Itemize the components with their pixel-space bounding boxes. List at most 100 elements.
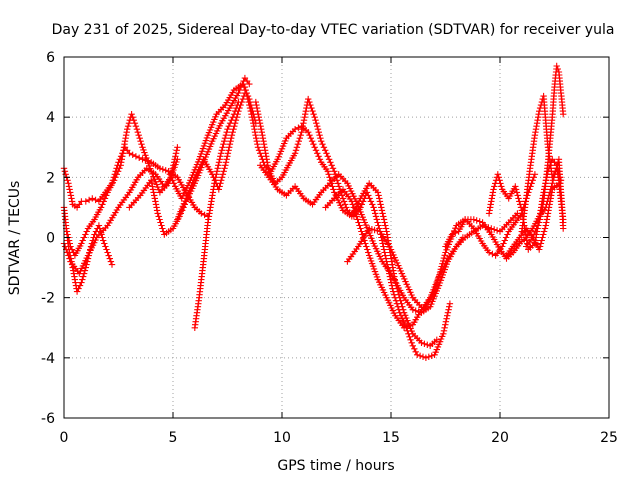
data-point <box>253 138 260 145</box>
data-point <box>151 195 158 202</box>
data-point <box>156 216 163 223</box>
data-point <box>369 201 376 208</box>
data-point <box>235 108 242 115</box>
data-point <box>405 330 412 337</box>
data-point <box>282 137 289 145</box>
data-point <box>442 321 449 328</box>
data-point <box>246 104 254 112</box>
data-point <box>407 289 414 296</box>
data-point <box>153 207 161 214</box>
data-point <box>174 216 181 223</box>
data-point <box>253 135 260 142</box>
data-point <box>371 207 378 214</box>
data-point <box>177 208 184 215</box>
data-point <box>323 150 330 157</box>
data-point <box>132 153 140 160</box>
data-point <box>407 336 414 343</box>
data-point <box>169 177 176 184</box>
data-point <box>170 162 177 169</box>
x-axis-title: GPS time / hours <box>277 458 394 474</box>
data-point <box>411 345 418 352</box>
data-point <box>403 281 410 288</box>
data-point <box>310 141 317 148</box>
data-point <box>362 240 369 247</box>
data-point <box>68 246 76 253</box>
data-point <box>218 177 225 184</box>
data-point <box>372 210 379 217</box>
y-tick-label: -4 <box>41 351 55 367</box>
data-point <box>328 162 335 169</box>
data-point <box>68 195 75 202</box>
data-point <box>68 198 76 205</box>
data-point <box>437 266 444 273</box>
data-point <box>228 132 236 139</box>
data-point <box>230 126 237 133</box>
data-point <box>487 201 494 208</box>
data-point <box>440 330 447 337</box>
data-point <box>129 114 136 121</box>
data-point <box>218 147 225 154</box>
data-point <box>296 135 303 142</box>
data-point <box>106 255 113 262</box>
data-point <box>549 180 556 187</box>
data-point <box>549 177 557 184</box>
data-point <box>222 132 230 139</box>
series-trace-17 <box>523 62 567 250</box>
data-point <box>210 174 217 181</box>
data-point <box>131 120 139 127</box>
data-point <box>433 282 440 290</box>
data-point <box>440 327 448 334</box>
data-point <box>79 276 86 283</box>
data-point <box>348 198 355 205</box>
data-point <box>297 132 304 139</box>
data-point <box>294 141 302 148</box>
data-point <box>383 228 390 235</box>
data-point <box>536 246 543 253</box>
data-point <box>170 159 178 166</box>
data-point <box>376 195 383 202</box>
data-point <box>206 126 214 134</box>
data-point <box>129 151 136 158</box>
data-point <box>226 141 234 148</box>
data-point <box>226 144 233 151</box>
series-trace-18 <box>503 180 567 259</box>
data-point <box>366 225 373 232</box>
data-point <box>310 111 317 118</box>
data-point <box>118 159 125 166</box>
data-point <box>242 86 249 94</box>
data-point <box>100 198 107 205</box>
data-point <box>121 138 129 145</box>
data-point <box>243 92 251 100</box>
data-point <box>318 138 325 145</box>
data-point <box>103 192 110 199</box>
data-point <box>65 237 73 244</box>
data-point <box>545 204 553 211</box>
data-point <box>488 195 495 202</box>
data-point <box>311 114 318 121</box>
data-point <box>202 137 210 144</box>
data-point <box>150 189 157 196</box>
data-point <box>307 135 314 142</box>
data-point <box>223 129 230 136</box>
series-trace-8 <box>174 89 249 223</box>
data-point <box>352 210 359 217</box>
data-point <box>89 195 96 202</box>
data-point <box>134 129 141 136</box>
data-point <box>72 279 79 286</box>
data-point <box>490 186 497 193</box>
data-point <box>116 165 123 172</box>
data-point <box>440 257 447 265</box>
data-point <box>135 132 142 139</box>
data-point <box>152 201 160 208</box>
data-point <box>119 153 126 160</box>
data-point <box>387 246 395 253</box>
data-point <box>367 257 375 265</box>
data-point <box>363 189 371 196</box>
series-trace-13 <box>344 171 539 313</box>
data-point <box>513 189 521 196</box>
data-point <box>162 167 169 174</box>
data-point <box>231 123 238 130</box>
data-point <box>198 210 205 217</box>
data-point <box>372 213 380 220</box>
x-tick-label: 0 <box>60 430 69 446</box>
